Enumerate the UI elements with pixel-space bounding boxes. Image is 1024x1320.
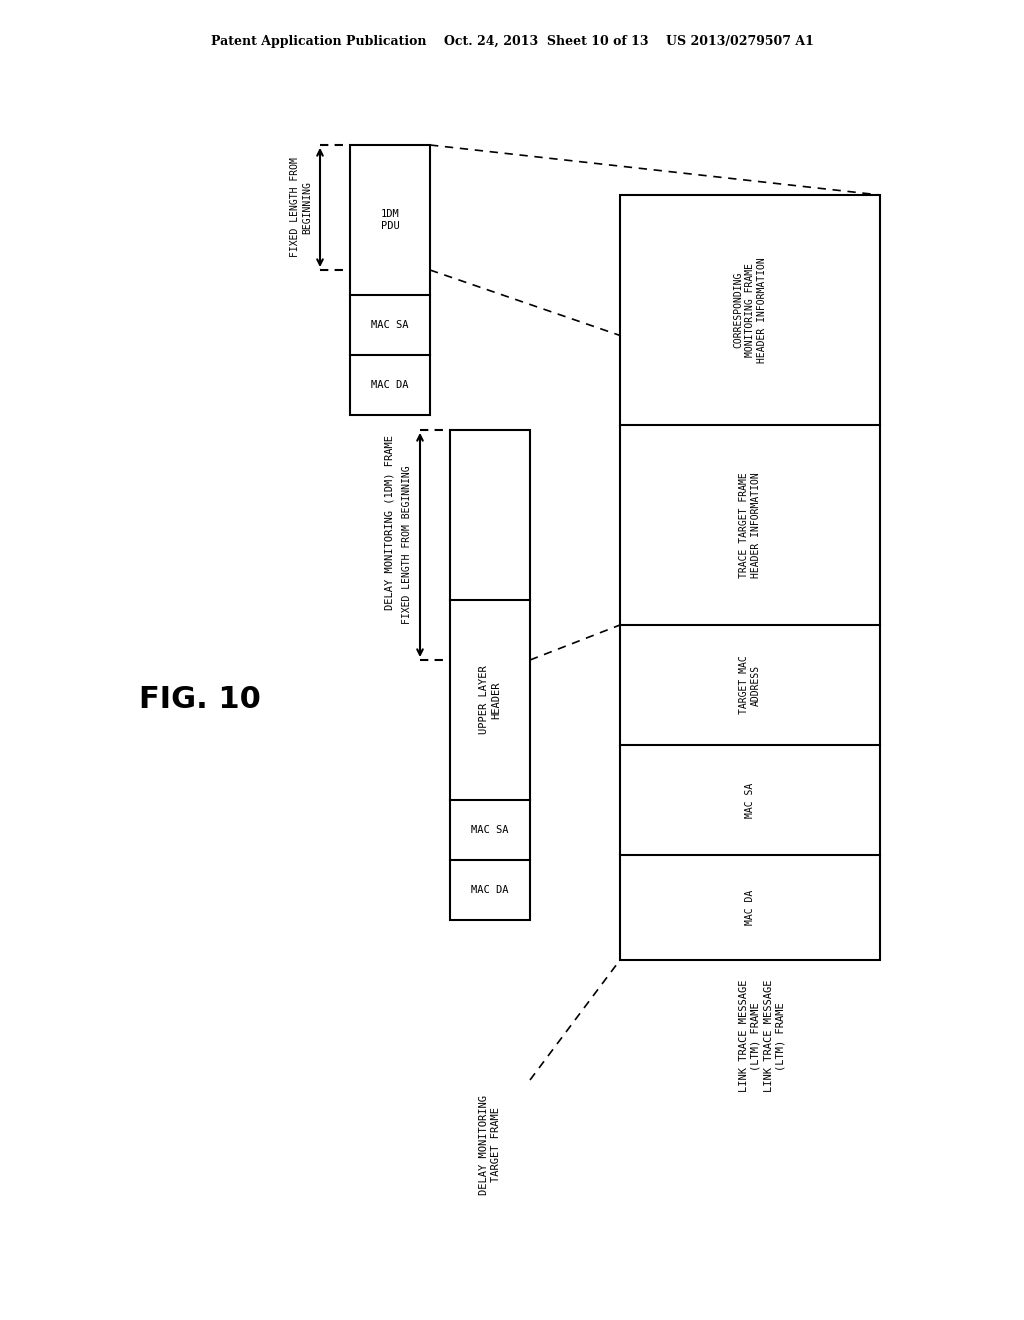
Text: MAC SA: MAC SA	[471, 825, 509, 836]
Text: LINK TRACE MESSAGE
(LTM) FRAME: LINK TRACE MESSAGE (LTM) FRAME	[764, 979, 785, 1093]
Text: TARGET MAC
ADDRESS: TARGET MAC ADDRESS	[739, 656, 761, 714]
Text: DELAY MONITORING (1DM) FRAME: DELAY MONITORING (1DM) FRAME	[385, 436, 395, 610]
Text: CORRESPONDING
MONITORING FRAME
HEADER INFORMATION: CORRESPONDING MONITORING FRAME HEADER IN…	[733, 257, 767, 363]
Text: FIXED LENGTH FROM BEGINNING: FIXED LENGTH FROM BEGINNING	[402, 466, 412, 624]
Text: MAC SA: MAC SA	[745, 783, 755, 817]
Text: MAC DA: MAC DA	[745, 890, 755, 925]
Text: MAC SA: MAC SA	[372, 319, 409, 330]
Text: MAC DA: MAC DA	[471, 884, 509, 895]
Bar	[450, 430, 530, 920]
Text: FIXED LENGTH FROM
BEGINNING: FIXED LENGTH FROM BEGINNING	[291, 157, 312, 257]
Bar	[350, 145, 430, 414]
Text: FIG. 10: FIG. 10	[139, 685, 261, 714]
Text: 1DM
PDU: 1DM PDU	[381, 209, 399, 231]
Text: DELAY MONITORING
TARGET FRAME: DELAY MONITORING TARGET FRAME	[479, 1096, 501, 1195]
Bar	[620, 195, 880, 960]
Text: TRACE TARGET FRAME
HEADER INFORMATION: TRACE TARGET FRAME HEADER INFORMATION	[739, 473, 761, 578]
Text: LINK TRACE MESSAGE
(LTM) FRAME: LINK TRACE MESSAGE (LTM) FRAME	[739, 979, 761, 1093]
Text: UPPER LAYER
HEADER: UPPER LAYER HEADER	[479, 665, 501, 734]
Text: Patent Application Publication    Oct. 24, 2013  Sheet 10 of 13    US 2013/02795: Patent Application Publication Oct. 24, …	[211, 36, 813, 49]
Text: MAC DA: MAC DA	[372, 380, 409, 389]
